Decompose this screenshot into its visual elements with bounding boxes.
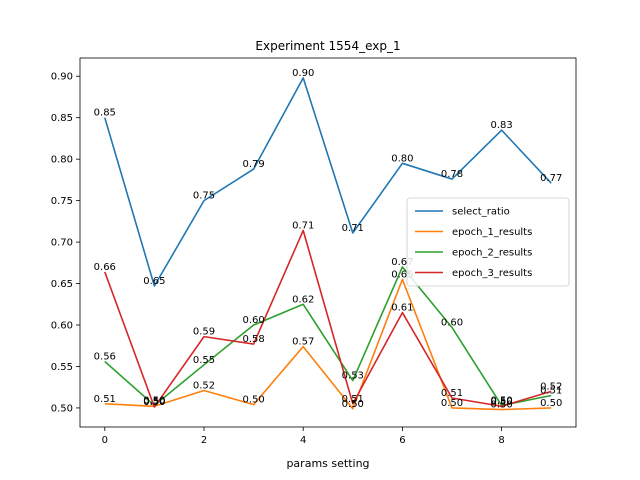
series-layer (104, 77, 552, 411)
legend-label-epoch_1_results: epoch_1_results (452, 227, 532, 238)
data-label-select_ratio-8: 0.83 (490, 120, 512, 131)
data-label-epoch_1_results-1: 0.50 (143, 396, 165, 407)
data-label-epoch_1_results-0: 0.51 (94, 394, 116, 405)
data-label-select_ratio-1: 0.65 (143, 276, 165, 287)
legend: select_ratio epoch_1_results epoch_2_resul… (406, 197, 570, 287)
x-tick-label: 0 (102, 435, 108, 446)
y-axis: 0.50 0.55 0.60 0.65 0.70 0.75 0.80 0.85 0.90 (51, 72, 80, 414)
data-label-select_ratio-9: 0.77 (540, 173, 562, 184)
data-label-epoch_2_results-8: 0.50 (490, 395, 512, 406)
data-label-epoch_2_results-5: 0.53 (342, 371, 364, 382)
series-line-epoch_3_results (104, 229, 552, 408)
data-label-epoch_3_results-0: 0.66 (94, 262, 116, 273)
data-label-epoch_2_results-1: 0.50 (143, 395, 165, 406)
data-label-epoch_2_results-4: 0.62 (292, 294, 314, 305)
data-label-epoch_2_results-7: 0.60 (441, 317, 463, 328)
data-label-epoch_3_results-2: 0.59 (193, 327, 215, 338)
data-label-epoch_2_results-2: 0.55 (193, 355, 215, 366)
data-label-epoch_3_results-3: 0.58 (242, 334, 264, 345)
data-label-epoch_1_results-3: 0.50 (242, 395, 264, 406)
data-labels-layer: 0.85 0.65 0.75 0.79 0.90 0.71 0.80 0.78 0.83 0.77… (94, 68, 563, 411)
chart-title: Experiment 1554_exp_1 (255, 39, 400, 53)
data-label-select_ratio-4: 0.90 (292, 68, 314, 79)
x-tick-label: 4 (300, 435, 306, 446)
legend-label-epoch_3_results: epoch_3_results (452, 268, 532, 279)
data-label-epoch_2_results-0: 0.56 (94, 351, 116, 362)
legend-label-epoch_2_results: epoch_2_results (452, 248, 532, 259)
series-line-epoch_1_results (104, 278, 552, 411)
series-line-epoch_2_results (104, 266, 552, 407)
data-label-epoch_3_results-9: 0.52 (540, 381, 562, 392)
legend-label-select_ratio: select_ratio (452, 207, 510, 218)
data-label-epoch_3_results-5: 0.51 (342, 394, 364, 405)
y-tick-label: 0.60 (51, 321, 73, 332)
y-tick-label: 0.90 (51, 72, 73, 83)
data-label-epoch_1_results-5: 0.50 (342, 399, 364, 410)
x-tick-label: 6 (399, 435, 405, 446)
data-label-epoch_3_results-6: 0.61 (391, 303, 413, 314)
data-label-epoch_3_results-1: 0.50 (143, 397, 165, 408)
data-label-epoch_1_results-8: 0.50 (490, 400, 512, 411)
data-label-epoch_1_results-9: 0.50 (540, 398, 562, 409)
data-label-epoch_3_results-8: 0.50 (490, 396, 512, 407)
data-label-select_ratio-3: 0.79 (242, 159, 264, 170)
data-label-select_ratio-5: 0.71 (342, 223, 364, 234)
data-label-select_ratio-7: 0.78 (441, 169, 463, 180)
data-label-epoch_3_results-4: 0.71 (292, 220, 314, 231)
y-tick-label: 0.65 (51, 279, 73, 290)
y-tick-label: 0.75 (51, 196, 73, 207)
y-tick-label: 0.70 (51, 238, 73, 249)
data-label-epoch_3_results-7: 0.51 (441, 388, 463, 399)
data-label-epoch_1_results-4: 0.57 (292, 337, 314, 348)
data-label-epoch_1_results-6: 0.65 (391, 269, 413, 280)
series-line-select_ratio (104, 77, 552, 287)
data-label-epoch_2_results-9: 0.51 (540, 385, 562, 396)
data-label-select_ratio-6: 0.80 (391, 153, 413, 164)
data-label-epoch_1_results-7: 0.50 (441, 398, 463, 409)
data-label-select_ratio-0: 0.85 (94, 108, 116, 119)
y-tick-label: 0.50 (51, 403, 73, 414)
data-label-epoch_2_results-3: 0.60 (242, 315, 264, 326)
y-tick-label: 0.85 (51, 113, 73, 124)
x-axis: 0 2 4 6 8 (102, 427, 505, 446)
data-label-epoch_2_results-6: 0.67 (391, 257, 413, 268)
x-tick-label: 2 (201, 435, 207, 446)
data-label-epoch_1_results-2: 0.52 (193, 381, 215, 392)
plot-frame (79, 57, 577, 428)
x-tick-label: 8 (498, 435, 504, 446)
x-axis-title: params setting (286, 457, 369, 470)
legend-box (406, 197, 570, 287)
y-tick-label: 0.55 (51, 362, 73, 373)
y-tick-label: 0.80 (51, 155, 73, 166)
data-label-select_ratio-2: 0.75 (193, 191, 215, 202)
